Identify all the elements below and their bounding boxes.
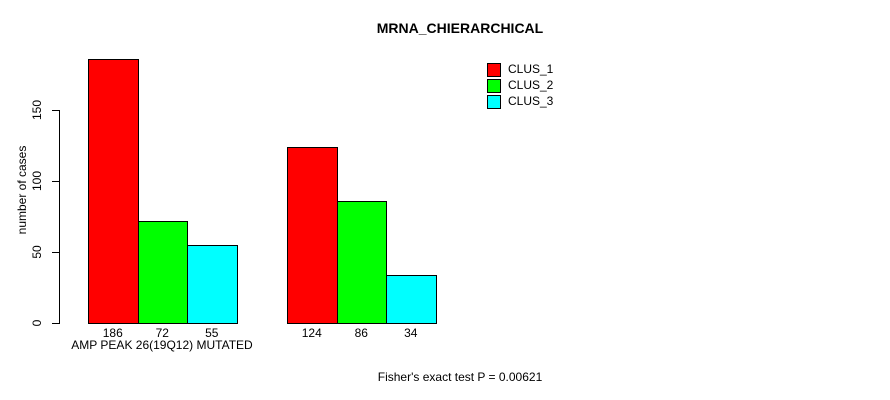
legend-swatch-clus_2 [487, 78, 501, 93]
y-axis-tick-label: 150 [30, 99, 44, 121]
bar-value-label: 124 [301, 326, 322, 340]
y-axis-tick-label: 0 [30, 319, 44, 327]
y-axis-tick [52, 109, 59, 111]
bar-clus_3-group2 [386, 274, 437, 324]
legend-item-clus_2: CLUS_2 [487, 78, 554, 93]
bar-clus_2-group1 [137, 220, 188, 324]
y-axis-tick [52, 180, 59, 182]
bar-clus_1-group1 [88, 58, 139, 324]
legend-label: CLUS_2 [508, 78, 554, 92]
y-axis-tick [52, 251, 59, 253]
bar-value-label: 55 [205, 326, 219, 340]
legend-label: CLUS_1 [508, 62, 554, 76]
legend: CLUS_1 CLUS_2 CLUS_3 [487, 62, 554, 109]
bar-clus_2-group2 [336, 200, 387, 324]
y-axis-tick [52, 322, 59, 324]
legend-label: CLUS_3 [508, 94, 554, 108]
bar-value-label: 186 [102, 326, 123, 340]
y-axis-tick-label: 50 [30, 245, 44, 259]
x-axis-label: AMP PEAK 26(19Q12) MUTATED [71, 338, 253, 352]
fisher-test-footnote: Fisher's exact test P = 0.00621 [377, 370, 543, 384]
legend-swatch-clus_3 [487, 94, 501, 109]
bar-value-label: 34 [404, 326, 418, 340]
bar-clus_3-group1 [187, 244, 238, 324]
y-axis-label: number of cases [15, 145, 29, 235]
legend-swatch-clus_1 [487, 62, 501, 77]
y-axis-line [59, 110, 60, 324]
legend-item-clus_1: CLUS_1 [487, 62, 554, 77]
bar-value-label: 86 [354, 326, 368, 340]
legend-item-clus_3: CLUS_3 [487, 94, 554, 109]
bar-clus_1-group2 [287, 146, 338, 324]
y-axis-tick-label: 100 [30, 170, 44, 192]
chart-title: MRNA_CHIERARCHICAL [376, 20, 544, 36]
bar-value-label: 72 [155, 326, 169, 340]
